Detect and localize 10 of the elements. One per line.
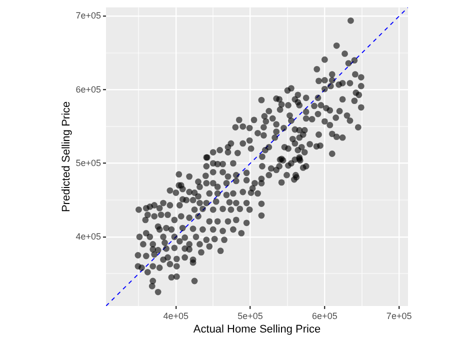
y-tick-label: 5e+05: [76, 158, 101, 168]
x-axis-title: Actual Home Selling Price: [193, 323, 321, 336]
x-tick-label: 5e+05: [238, 310, 263, 321]
x-tick-label: 7e+05: [386, 310, 412, 321]
x-tick-label: 4e+05: [163, 310, 189, 321]
y-tick-label: 7e+05: [76, 10, 101, 21]
x-tick-label: 6e+05: [312, 310, 338, 321]
y-axis-title: Predicted Selling Price: [60, 101, 73, 212]
y-tick-label: 6e+05: [76, 84, 101, 94]
y-tick-label: 4e+05: [76, 231, 101, 242]
